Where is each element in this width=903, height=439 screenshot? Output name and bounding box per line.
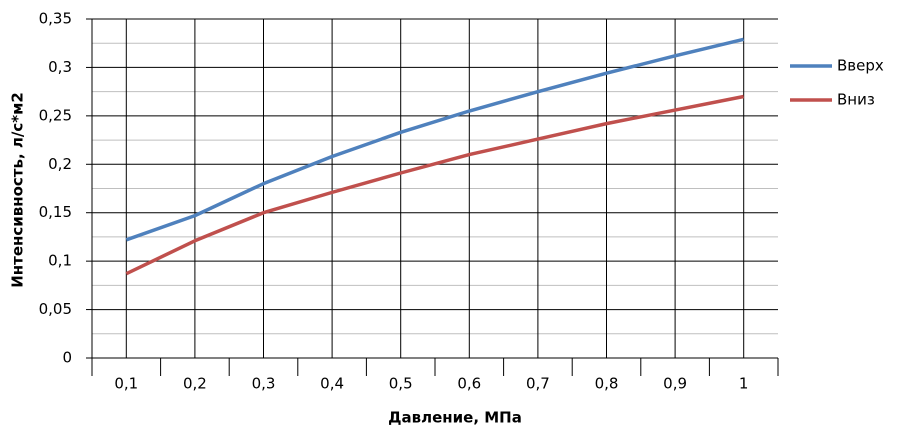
x-tick-label: 0,5 [389,375,413,393]
x-tick-label: 1 [739,375,749,393]
x-tick-label: 0,2 [183,375,207,393]
y-tick-label: 0,3 [48,58,72,76]
y-tick-label: 0,1 [48,252,72,270]
series-line [125,37,745,242]
y-tick-label: 0,05 [39,300,72,318]
legend-label: Вниз [837,91,875,109]
x-tick-label: 0,1 [114,375,138,393]
x-tick-label: 0,8 [595,375,619,393]
x-tick-label: 0,6 [457,375,481,393]
series-line [125,94,745,276]
y-tick-label: 0,15 [39,203,72,221]
y-tick-label: 0,35 [39,10,72,28]
x-tick-label: 0,7 [526,375,550,393]
x-axis-title: Давление, МПа [388,409,522,427]
y-axis-title: Интенсивность, л/с*м2 [9,92,27,288]
legend-label: Вверх [837,57,884,75]
y-tick-label: 0,2 [48,155,72,173]
y-tick-label: 0 [62,349,72,367]
x-tick-label: 0,9 [663,375,687,393]
y-tick-label: 0,25 [39,106,72,124]
x-tick-label: 0,3 [252,375,276,393]
x-tick-label: 0,4 [320,375,344,393]
